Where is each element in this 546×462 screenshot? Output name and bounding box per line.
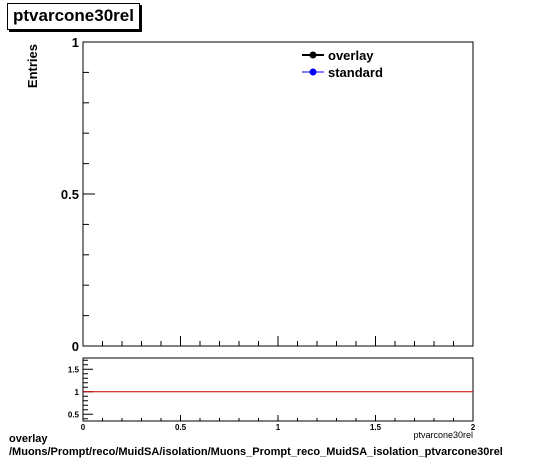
legend-label-standard: standard: [328, 65, 383, 80]
main-y-tick-label: 0: [72, 339, 79, 354]
legend-marker-standard: [309, 68, 317, 76]
chart-title: ptvarcone30rel: [7, 3, 140, 30]
footer-label: overlay: [9, 433, 48, 445]
main-y-tick-label: 1: [72, 35, 79, 50]
legend-marker-overlay: [309, 51, 317, 59]
main-y-axis-title: Entries: [25, 44, 40, 88]
ratio-x-tick-label: 1: [276, 423, 281, 432]
ratio-x-axis-title: ptvarcone30rel: [413, 430, 473, 440]
ratio-x-tick-label: 0.5: [175, 423, 187, 432]
main-y-tick-label: 0.5: [61, 187, 79, 202]
ratio-y-tick-label: 1.5: [68, 365, 80, 374]
ratio-plot-frame: [82, 357, 474, 422]
footer-path: /Muons/Prompt/reco/MuidSA/isolation/Muon…: [9, 446, 503, 458]
ratio-y-tick-label: 0.5: [68, 410, 80, 419]
ratio-y-tick-label: 1: [75, 388, 80, 397]
ratio-x-tick-label: 1.5: [370, 423, 382, 432]
ratio-x-tick-label: 2: [471, 423, 476, 432]
legend-label-overlay: overlay: [328, 48, 374, 63]
main-plot-frame: [82, 41, 474, 347]
ratio-x-tick-label: 0: [81, 423, 86, 432]
